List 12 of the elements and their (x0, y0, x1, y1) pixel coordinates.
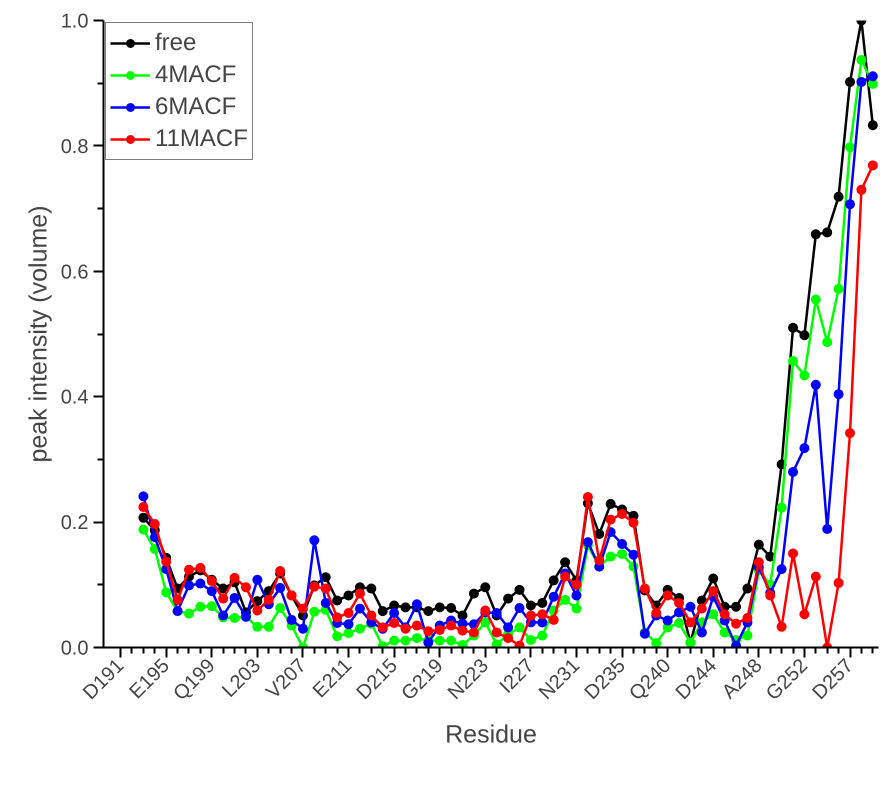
y-axis-title: peak intensity (volume) (24, 205, 53, 463)
y-tick-label: 1.0 (60, 10, 89, 32)
y-tick-label: 0.0 (60, 638, 89, 660)
legend-label: 11MACF (155, 124, 248, 154)
legend-label: 4MACF (155, 60, 236, 90)
y-tick-label: 0.8 (60, 136, 89, 158)
y-tick-label: 0.4 (60, 386, 89, 409)
y-tick-label: 0.2 (60, 512, 89, 534)
legend-label: free (155, 28, 196, 58)
legend-label: 6MACF (155, 92, 236, 122)
x-axis-title: Residue (445, 720, 537, 749)
y-tick-label: 0.6 (60, 261, 89, 284)
